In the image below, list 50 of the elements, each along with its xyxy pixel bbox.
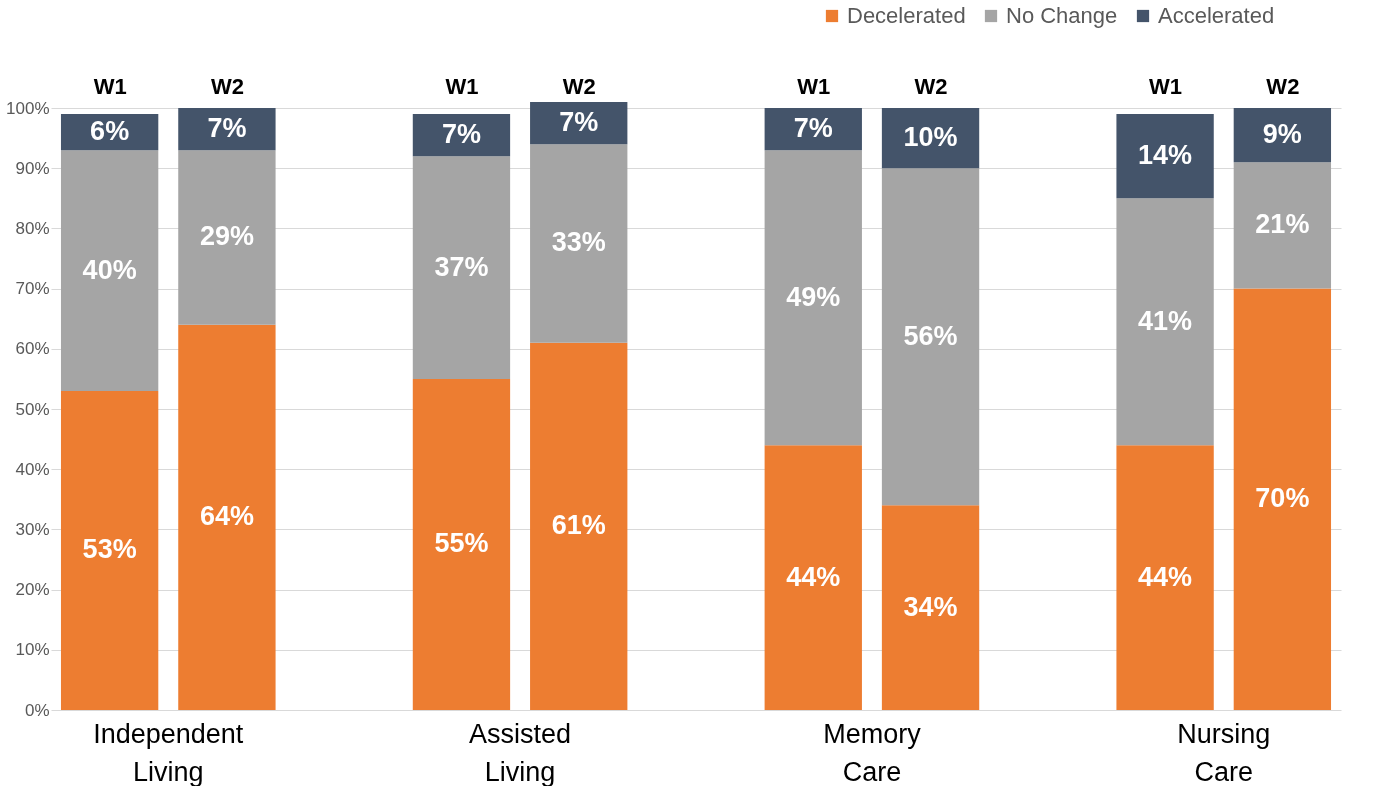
data-label: 6%	[90, 116, 130, 147]
x-tick-label: W1	[797, 73, 831, 99]
y-tick-label: 90%	[15, 158, 50, 178]
data-label: 7%	[793, 113, 833, 144]
data-label: 7%	[559, 107, 599, 138]
data-label: 33%	[551, 227, 606, 258]
data-label: 34%	[903, 591, 958, 622]
x-tick-label: W2	[914, 73, 948, 99]
x-tick-label: W1	[445, 73, 479, 99]
x-tick-label: W1	[93, 73, 127, 99]
data-label: 10%	[903, 122, 958, 153]
y-tick-label: 50%	[15, 399, 50, 419]
y-tick-label: 40%	[15, 459, 50, 479]
data-label: 44%	[786, 561, 841, 592]
data-label: 9%	[1262, 119, 1302, 150]
y-tick-label: 100%	[6, 98, 50, 118]
y-tick-label: 60%	[15, 339, 50, 359]
x-tick-label: W1	[1149, 73, 1183, 99]
data-label: 41%	[1138, 305, 1193, 336]
text: Memory Care	[823, 719, 922, 787]
legend-label: Decelerated	[847, 3, 966, 28]
data-label: 21%	[1255, 209, 1310, 240]
y-tick-label: 70%	[15, 279, 50, 299]
data-label: 44%	[1138, 561, 1193, 592]
data-label: 7%	[441, 119, 481, 150]
data-label: 64%	[199, 501, 254, 532]
text: Nursing Care	[1177, 719, 1271, 787]
data-label: 49%	[786, 281, 841, 312]
data-label: 40%	[82, 254, 137, 285]
data-label: 14%	[1138, 140, 1193, 171]
data-label: 37%	[434, 251, 489, 282]
x-tick-label: W2	[210, 73, 244, 99]
data-label: 29%	[199, 221, 254, 252]
data-label: 70%	[1255, 483, 1310, 514]
legend-label: No Change	[1006, 3, 1118, 28]
data-label: 7%	[207, 113, 247, 144]
legend-label: Accelerated	[1158, 3, 1275, 28]
y-tick-label: 10%	[15, 640, 50, 660]
y-tick-label: 30%	[15, 519, 50, 539]
x-tick-label: W2	[562, 73, 596, 99]
y-tick-label: 80%	[15, 218, 50, 238]
y-tick-label: 20%	[15, 580, 50, 600]
text: Independent Living	[93, 719, 244, 787]
data-label: 61%	[551, 510, 606, 541]
data-label: 55%	[434, 528, 489, 559]
x-tick-label: W2	[1266, 73, 1300, 99]
text: Assisted Living	[469, 719, 572, 787]
y-tick-label: 0%	[24, 700, 50, 720]
data-label: 53%	[82, 534, 137, 565]
data-label: 56%	[903, 320, 958, 351]
